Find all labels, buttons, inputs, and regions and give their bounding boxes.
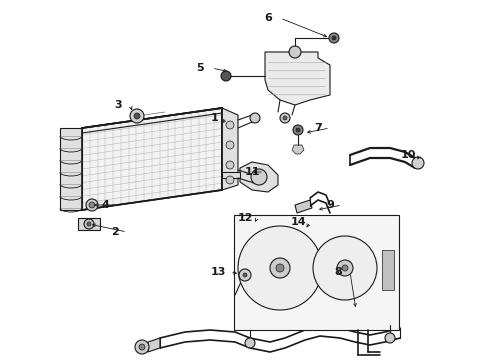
Polygon shape [222,172,240,178]
Circle shape [385,333,395,343]
Circle shape [87,222,91,226]
Bar [234,215,399,330]
Circle shape [342,265,348,271]
Circle shape [412,157,424,169]
Text: 10: 10 [400,150,416,160]
Circle shape [293,125,303,135]
Polygon shape [295,200,312,213]
Polygon shape [78,218,100,230]
Text: 3: 3 [114,100,122,110]
Circle shape [226,161,234,169]
Polygon shape [148,338,160,352]
Circle shape [313,236,377,300]
Circle shape [221,71,231,81]
Text: 12: 12 [237,213,253,223]
Circle shape [239,269,251,281]
Circle shape [296,128,300,132]
Circle shape [243,273,247,277]
Circle shape [226,141,234,149]
Polygon shape [60,128,82,210]
Text: 1: 1 [211,113,219,123]
Circle shape [250,113,260,123]
Text: 5: 5 [196,63,204,73]
Text: 13: 13 [210,267,226,277]
Circle shape [245,338,255,348]
Circle shape [276,264,284,272]
Text: 2: 2 [111,227,119,237]
Circle shape [280,113,290,123]
Circle shape [270,258,290,278]
Circle shape [130,109,144,123]
Text: 7: 7 [314,123,322,133]
Circle shape [332,36,336,40]
Text: 14: 14 [290,217,306,227]
Circle shape [86,199,98,211]
Text: 8: 8 [334,267,342,277]
Text: 6: 6 [264,13,272,23]
Polygon shape [380,245,398,296]
Text: 4: 4 [101,200,109,210]
Circle shape [329,33,339,43]
Circle shape [289,46,301,58]
Circle shape [139,344,145,350]
Bar [382,250,394,290]
Circle shape [226,121,234,129]
Text: 11: 11 [244,167,260,177]
Polygon shape [240,162,278,192]
Circle shape [89,202,95,208]
Text: 9: 9 [326,200,334,210]
Circle shape [251,169,267,185]
Polygon shape [82,108,222,210]
Circle shape [238,226,322,310]
Polygon shape [222,108,238,190]
Polygon shape [292,145,304,154]
Circle shape [283,116,287,120]
Circle shape [135,340,149,354]
Circle shape [226,176,234,184]
Circle shape [134,113,140,119]
Polygon shape [265,52,330,105]
Circle shape [337,260,353,276]
Circle shape [84,219,94,229]
